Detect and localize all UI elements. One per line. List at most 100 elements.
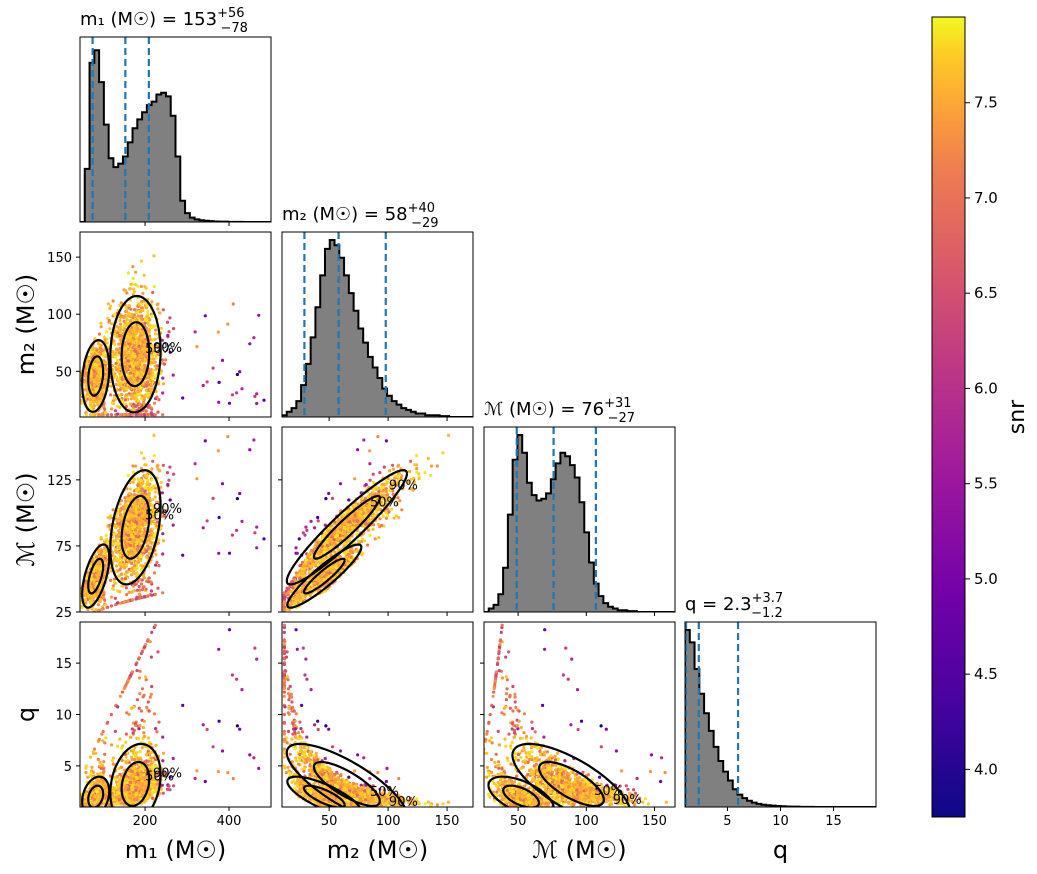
sample-point bbox=[149, 540, 153, 545]
y-tick-label: 25 bbox=[55, 606, 72, 621]
sample-point bbox=[119, 301, 123, 305]
sample-point bbox=[137, 481, 142, 485]
sample-point bbox=[316, 515, 320, 520]
sample-point bbox=[132, 313, 136, 317]
sample-point bbox=[99, 321, 103, 325]
sample-point bbox=[84, 376, 88, 380]
sample-point bbox=[94, 607, 98, 612]
sample-point bbox=[149, 384, 154, 388]
sample-point bbox=[156, 410, 160, 414]
sample-point bbox=[409, 477, 413, 481]
sample-point bbox=[161, 391, 165, 395]
sample-point bbox=[118, 513, 123, 517]
sample-point bbox=[126, 344, 130, 349]
sample-point bbox=[131, 511, 135, 515]
sample-point bbox=[127, 517, 131, 521]
sample-point bbox=[135, 547, 139, 551]
sample-point bbox=[140, 317, 144, 321]
sample-point bbox=[150, 478, 154, 482]
sample-point bbox=[146, 383, 150, 387]
sample-point bbox=[118, 516, 122, 520]
sample-point bbox=[136, 517, 140, 521]
sample-point bbox=[146, 480, 150, 484]
sample-point bbox=[143, 527, 147, 531]
panel-m1-vs-m1: m₁ (M☉) = 153+56 −78 bbox=[79, 6, 272, 226]
sample-point bbox=[262, 537, 266, 541]
sample-point bbox=[95, 573, 99, 577]
sample-point bbox=[161, 591, 165, 595]
sample-point bbox=[153, 413, 157, 417]
sample-point bbox=[139, 479, 143, 483]
sample-point bbox=[136, 342, 141, 346]
sample-point bbox=[92, 578, 96, 582]
sample-point bbox=[136, 284, 140, 288]
sample-point bbox=[140, 368, 144, 372]
sample-point bbox=[116, 550, 120, 555]
sample-point bbox=[132, 391, 137, 395]
sample-point bbox=[102, 384, 106, 388]
sample-point bbox=[195, 477, 199, 481]
sample-point bbox=[151, 541, 155, 545]
sample-point bbox=[137, 513, 141, 517]
sample-point bbox=[140, 365, 144, 369]
sample-point bbox=[129, 282, 133, 286]
sample-point bbox=[116, 559, 121, 563]
sample-point bbox=[144, 409, 148, 413]
sample-point bbox=[142, 398, 146, 402]
sample-point bbox=[134, 335, 138, 339]
sample-point bbox=[104, 330, 108, 334]
sample-point bbox=[102, 335, 106, 339]
sample-point bbox=[128, 347, 132, 351]
sample-point bbox=[83, 598, 87, 602]
sample-point bbox=[122, 562, 126, 566]
sample-point bbox=[129, 394, 133, 398]
sample-point bbox=[255, 401, 259, 406]
axes-frame bbox=[79, 36, 272, 223]
sample-point bbox=[139, 451, 143, 455]
sample-point bbox=[109, 569, 113, 573]
sample-point bbox=[161, 382, 166, 386]
contour-90 bbox=[81, 338, 111, 413]
contour-50 bbox=[120, 494, 151, 560]
sample-point bbox=[111, 299, 115, 303]
sample-point bbox=[122, 413, 126, 417]
sample-point bbox=[131, 396, 136, 400]
sample-point bbox=[123, 321, 127, 325]
sample-point bbox=[146, 478, 150, 482]
sample-point bbox=[151, 361, 155, 365]
sample-point bbox=[118, 563, 122, 567]
sample-point bbox=[152, 515, 156, 519]
sample-point bbox=[373, 537, 377, 541]
sample-point bbox=[150, 314, 154, 318]
sample-point bbox=[92, 397, 96, 401]
axes-frame bbox=[79, 426, 272, 613]
sample-point bbox=[161, 552, 165, 556]
sample-point bbox=[181, 553, 185, 557]
sample-point bbox=[140, 330, 144, 334]
sample-point bbox=[217, 400, 221, 404]
sample-point bbox=[97, 413, 101, 417]
sample-point bbox=[152, 401, 157, 405]
sample-point bbox=[126, 359, 130, 363]
sample-point bbox=[164, 358, 168, 362]
sample-point bbox=[136, 477, 140, 481]
sample-point bbox=[130, 363, 134, 367]
sample-point bbox=[140, 306, 144, 310]
sample-point bbox=[89, 374, 93, 378]
sample-point bbox=[127, 512, 131, 516]
sample-point bbox=[168, 498, 172, 502]
sample-point bbox=[123, 398, 128, 402]
sample-point bbox=[116, 378, 121, 382]
sample-point bbox=[135, 339, 139, 343]
sample-point bbox=[117, 542, 121, 546]
sample-point bbox=[143, 523, 147, 527]
sample-point bbox=[137, 592, 142, 596]
sample-point bbox=[154, 356, 158, 360]
sample-point bbox=[162, 514, 167, 518]
sample-point bbox=[216, 330, 220, 334]
sample-point bbox=[95, 400, 99, 404]
y-axis-label-m2: m₂ (M☉) bbox=[12, 274, 40, 376]
sample-point bbox=[142, 273, 146, 277]
sample-point bbox=[152, 352, 156, 356]
sample-point bbox=[217, 515, 221, 520]
